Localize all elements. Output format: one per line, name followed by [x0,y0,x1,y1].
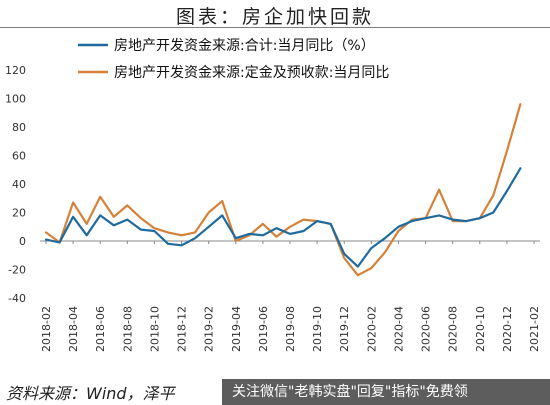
chart-series [44,103,522,277]
x-tick-label: 2021-02 [528,306,541,352]
y-tick-label: 80 [12,121,26,134]
x-tick-label: 2019-08 [284,306,297,352]
legend-label: 房地产开发资金来源:合计:当月同比（%） [114,38,375,54]
y-tick-label: 60 [12,150,26,163]
x-tick-label: 2020-04 [392,306,405,352]
x-tick-label: 2020-06 [420,306,433,352]
legend-label: 房地产开发资金来源:定金及预收款:当月同比 [114,65,389,81]
y-tick-label: -40 [8,292,26,305]
x-tick-label: 2019-10 [311,306,324,352]
title-divider [0,27,550,28]
x-tick-label: 2020-10 [474,306,487,352]
x-tick-label: 2019-06 [257,306,270,352]
x-tick-label: 2018-06 [94,306,107,352]
y-tick-label: -20 [8,264,26,277]
x-tick-label: 2019-04 [230,306,243,352]
y-tick-label: 100 [5,93,26,106]
y-tick-label: 120 [5,64,26,77]
y-tick-label: 40 [12,178,26,191]
x-tick-label: 2020-08 [447,306,460,352]
chart-axes: -40 -20 0 20 40 60 80 100 120 2018-02 2018-04 2018-… [5,64,541,352]
x-tick-label: 2020-12 [501,306,514,352]
x-tick-label: 2019-12 [338,306,351,352]
y-tick-label: 0 [19,235,26,248]
x-tick-label: 2018-08 [121,306,134,352]
x-tick-label: 2018-02 [40,306,53,352]
series-line [44,103,522,277]
y-tick-label: 20 [12,207,26,220]
source-note: 资料来源：Wind，泽平 [6,384,175,403]
watermark-banner: 关注微信"老韩实盘"回复"指标"免费领 [222,379,550,405]
x-tick-label: 2018-04 [67,306,80,352]
x-tick-label: 2018-12 [176,306,189,352]
x-tick-label: 2018-10 [148,306,161,352]
chart-title: 图表：房企加快回款 [175,6,374,28]
x-tick-label: 2020-02 [365,306,378,352]
series-line [44,167,522,268]
x-tick-label: 2019-02 [203,306,216,352]
chart-legend: 房地产开发资金来源:合计:当月同比（%） 房地产开发资金来源:定金及预收款:当月同… [78,38,389,81]
